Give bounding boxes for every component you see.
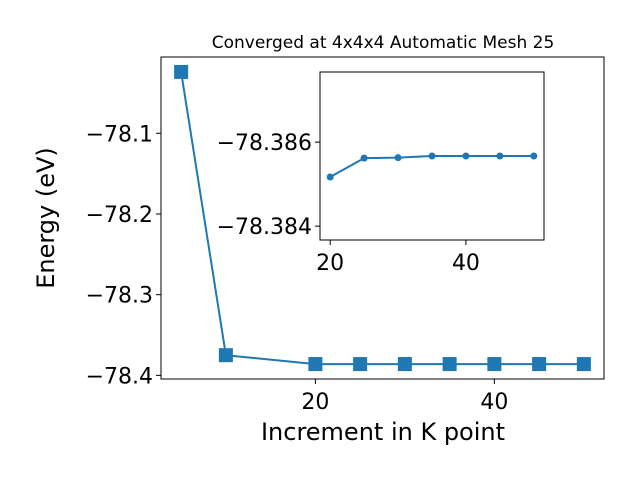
y-tick-label: −78.386 — [217, 131, 312, 156]
y-tick-label: −78.384 — [217, 215, 312, 240]
y-tick-label: −78.3 — [86, 284, 153, 309]
data-point — [487, 357, 502, 372]
x-tick-label: 40 — [480, 390, 508, 415]
data-point — [496, 152, 504, 160]
data-point — [397, 357, 412, 372]
data-point — [353, 357, 368, 372]
y-tick-label: −78.2 — [86, 203, 153, 228]
data-point — [530, 152, 538, 160]
x-tick-label: 20 — [301, 390, 329, 415]
data-point — [532, 357, 547, 372]
data-point — [360, 154, 368, 162]
x-tick-label: 20 — [316, 251, 344, 276]
data-point — [576, 357, 591, 372]
x-axis-label: Increment in K point — [261, 418, 505, 446]
data-point — [326, 173, 334, 181]
data-point — [394, 154, 402, 162]
y-tick-label: −78.1 — [86, 122, 153, 147]
data-point — [174, 64, 189, 79]
chart-title: Converged at 4x4x4 Automatic Mesh 25 — [212, 33, 555, 53]
x-tick-label: 40 — [452, 251, 480, 276]
data-point — [218, 348, 233, 363]
y-axis-label: Energy (eV) — [32, 147, 60, 289]
data-point — [442, 357, 457, 372]
data-point — [308, 357, 323, 372]
data-point — [462, 152, 470, 160]
y-tick-label: −78.4 — [86, 364, 153, 389]
data-point — [428, 152, 436, 160]
